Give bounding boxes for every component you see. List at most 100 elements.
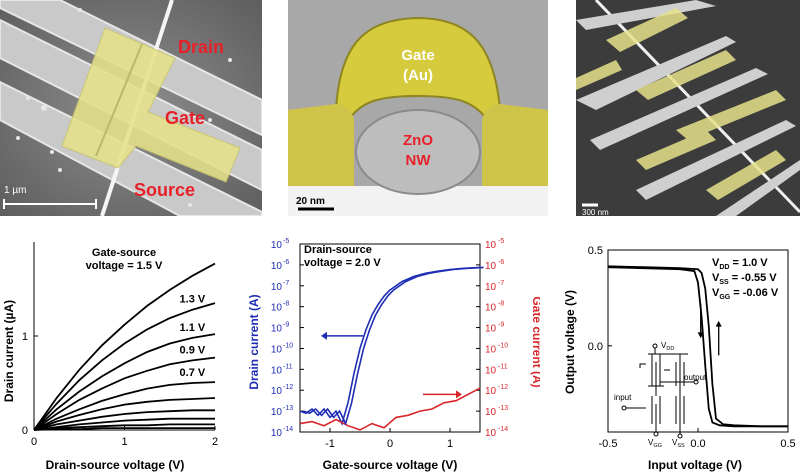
chart-1-series-line <box>33 356 216 431</box>
chart-2-xlabel: Gate-source voltage (V) <box>323 458 458 472</box>
gold-side-right <box>482 104 548 186</box>
label-zno-2: NW <box>406 152 432 169</box>
chart-2-y2-tick-exponent: -7 <box>498 280 504 287</box>
chart-2-y2-tick-exponent: -8 <box>498 301 504 308</box>
chart-3-y-tick-label: 0.5 <box>588 245 603 257</box>
surface-particles <box>16 8 232 207</box>
chart-2-x-tick-label: 1 <box>447 438 453 450</box>
sem-image-device-array: 300 nm <box>576 0 800 216</box>
chart-2-y2-tick-exponent: -13 <box>498 405 508 412</box>
chart-1-curve-label: 0.9 V <box>180 344 206 356</box>
gate-overlays-array <box>576 8 786 200</box>
tem-image-cross-section: Gate (Au) ZnO NW 20 nm <box>288 0 548 216</box>
scale-bar-a-label: 1 µm <box>4 185 26 196</box>
chart-3-x-tick-label: 0.0 <box>690 438 705 450</box>
chart-2-y-tick-exponent: -8 <box>283 301 289 308</box>
chart-2-y2-tick-label: 10 <box>485 428 497 439</box>
gold-gate <box>334 16 502 120</box>
chart-2-y2-tick-label: 10 <box>485 240 497 251</box>
chart-2-y2-tick-label: 10 <box>485 303 497 314</box>
inverter-terminal-vgg <box>653 431 659 437</box>
chart-2-y-tick-exponent: -9 <box>283 322 289 329</box>
chart-2-y-tick-label: 10 <box>271 386 283 397</box>
inset-label-vdd: VDD <box>661 341 674 352</box>
inverter-terminal-output <box>693 379 699 385</box>
chart-2-y2-tick-label: 10 <box>485 324 497 335</box>
chart-2-y-tick-label: 10 <box>271 344 283 355</box>
label-zno-1: ZnO <box>403 132 433 149</box>
chart-2-y-tick-label: 10 <box>271 407 283 418</box>
chart-3-y-tick-label: 0.0 <box>588 341 603 353</box>
chart-3-legend-item: VGG = -0.06 V <box>712 287 779 301</box>
chart-2-y-tick-label: 10 <box>271 282 283 293</box>
chart-2-drain-current-line <box>299 266 481 426</box>
chart-2-y-tick-label: 10 <box>271 365 283 376</box>
chart-1-y-tick-label: 0 <box>22 425 28 437</box>
gold-side-left <box>288 104 354 186</box>
chart-1-series-line <box>33 427 215 431</box>
chart-2-y2label: Gate current (A) <box>530 296 540 387</box>
chart-output-characteristics: 0 1 2 0 1 1.3 V 1.1 V 0.9 V 0.7 V Gate-source vo… <box>2 242 218 472</box>
sem-image-transistor-svg: Drain Gate Source 1 µm <box>0 0 262 216</box>
label-gate-au-1: Gate <box>401 47 434 64</box>
chart-1-xlabel: Drain-source voltage (V) <box>46 458 185 472</box>
chart-3-arrowhead-up <box>715 320 722 327</box>
chart-1-series-line <box>33 417 215 431</box>
chart-2-annotation-2: voltage = 2.0 V <box>304 257 381 269</box>
chart-2-y2-tick-label: 10 <box>485 282 497 293</box>
chart-1-curve-label: 1.1 V <box>180 322 206 334</box>
chart-2-y2-tick-label: 10 <box>485 365 497 376</box>
chart-2-y2-tick-label: 10 <box>485 344 497 355</box>
chart-1-series-line <box>33 381 216 431</box>
inverter-terminal-input <box>621 405 627 411</box>
chart-3-series-line <box>607 265 788 428</box>
chart-2-y-tick-exponent: -10 <box>283 342 293 349</box>
chart-1-y-tick-label: 1 <box>22 331 28 343</box>
chart-3-ylabel: Output voltage (V) <box>563 290 577 394</box>
chart-2-y-tick-exponent: -6 <box>283 259 289 266</box>
chart-2-y-tick-exponent: -12 <box>283 384 293 391</box>
inverter-terminal-vdd <box>652 343 658 349</box>
sem-image-transistor: Drain Gate Source 1 µm <box>0 0 262 216</box>
chart-1-annotation-2: voltage = 1.5 V <box>86 260 163 272</box>
metal-leads <box>576 0 800 216</box>
tem-image-svg: Gate (Au) ZnO NW 20 nm <box>288 0 548 216</box>
inset-label-input: input <box>614 393 632 402</box>
inset-label-vgg: VGG <box>648 438 662 449</box>
chart-2-y-tick-label: 10 <box>271 240 283 251</box>
label-drain: Drain <box>178 37 224 57</box>
label-source: Source <box>134 180 195 200</box>
chart-2-annotation-1: Drain-source <box>304 244 372 256</box>
chart-2-y2-tick-exponent: -9 <box>498 322 504 329</box>
inset-label-output: output <box>684 373 707 382</box>
chart-1-x-tick-label: 2 <box>212 436 218 448</box>
chart-2-y2-tick-exponent: -11 <box>498 363 508 370</box>
chart-2-y-tick-exponent: -7 <box>283 280 289 287</box>
chart-2-y-tick-exponent: -14 <box>283 426 293 433</box>
label-gate-au-2: (Au) <box>403 67 433 84</box>
chart-2-drain-current-line-return <box>303 266 484 426</box>
scale-bar-b-label: 20 nm <box>296 196 325 207</box>
label-gate: Gate <box>165 108 205 128</box>
chart-1-series-line <box>33 397 216 431</box>
chart-2-y-tick-label: 10 <box>271 261 283 272</box>
chart-3-series-line <box>607 266 788 428</box>
chart-2-y-tick-label: 10 <box>271 324 283 335</box>
chart-1-series-line <box>33 262 216 431</box>
chart-2-y2-tick-label: 10 <box>485 261 497 272</box>
chart-3-legend-item: VSS = -0.55 V <box>712 272 777 286</box>
chart-2-y2-tick-label: 10 <box>485 386 497 397</box>
scale-bar-c-label: 300 nm <box>582 208 609 216</box>
inset-label-vss: VSS <box>672 438 685 449</box>
chart-3-x-tick-label: -0.5 <box>599 438 618 450</box>
chart-2-y-tick-label: 10 <box>271 303 283 314</box>
chart-1-curve-label: 1.3 V <box>180 294 206 306</box>
chart-2-y2-tick-exponent: -5 <box>498 238 504 245</box>
chart-2-y2-tick-exponent: -14 <box>498 426 508 433</box>
chart-1-x-tick-label: 1 <box>121 436 127 448</box>
chart-3-x-tick-label: 0.5 <box>780 438 795 450</box>
inverter-schematic-inset <box>621 343 699 439</box>
chart-2-arrowhead-left <box>321 331 327 340</box>
chart-1-x-tick-label: 0 <box>31 436 37 448</box>
